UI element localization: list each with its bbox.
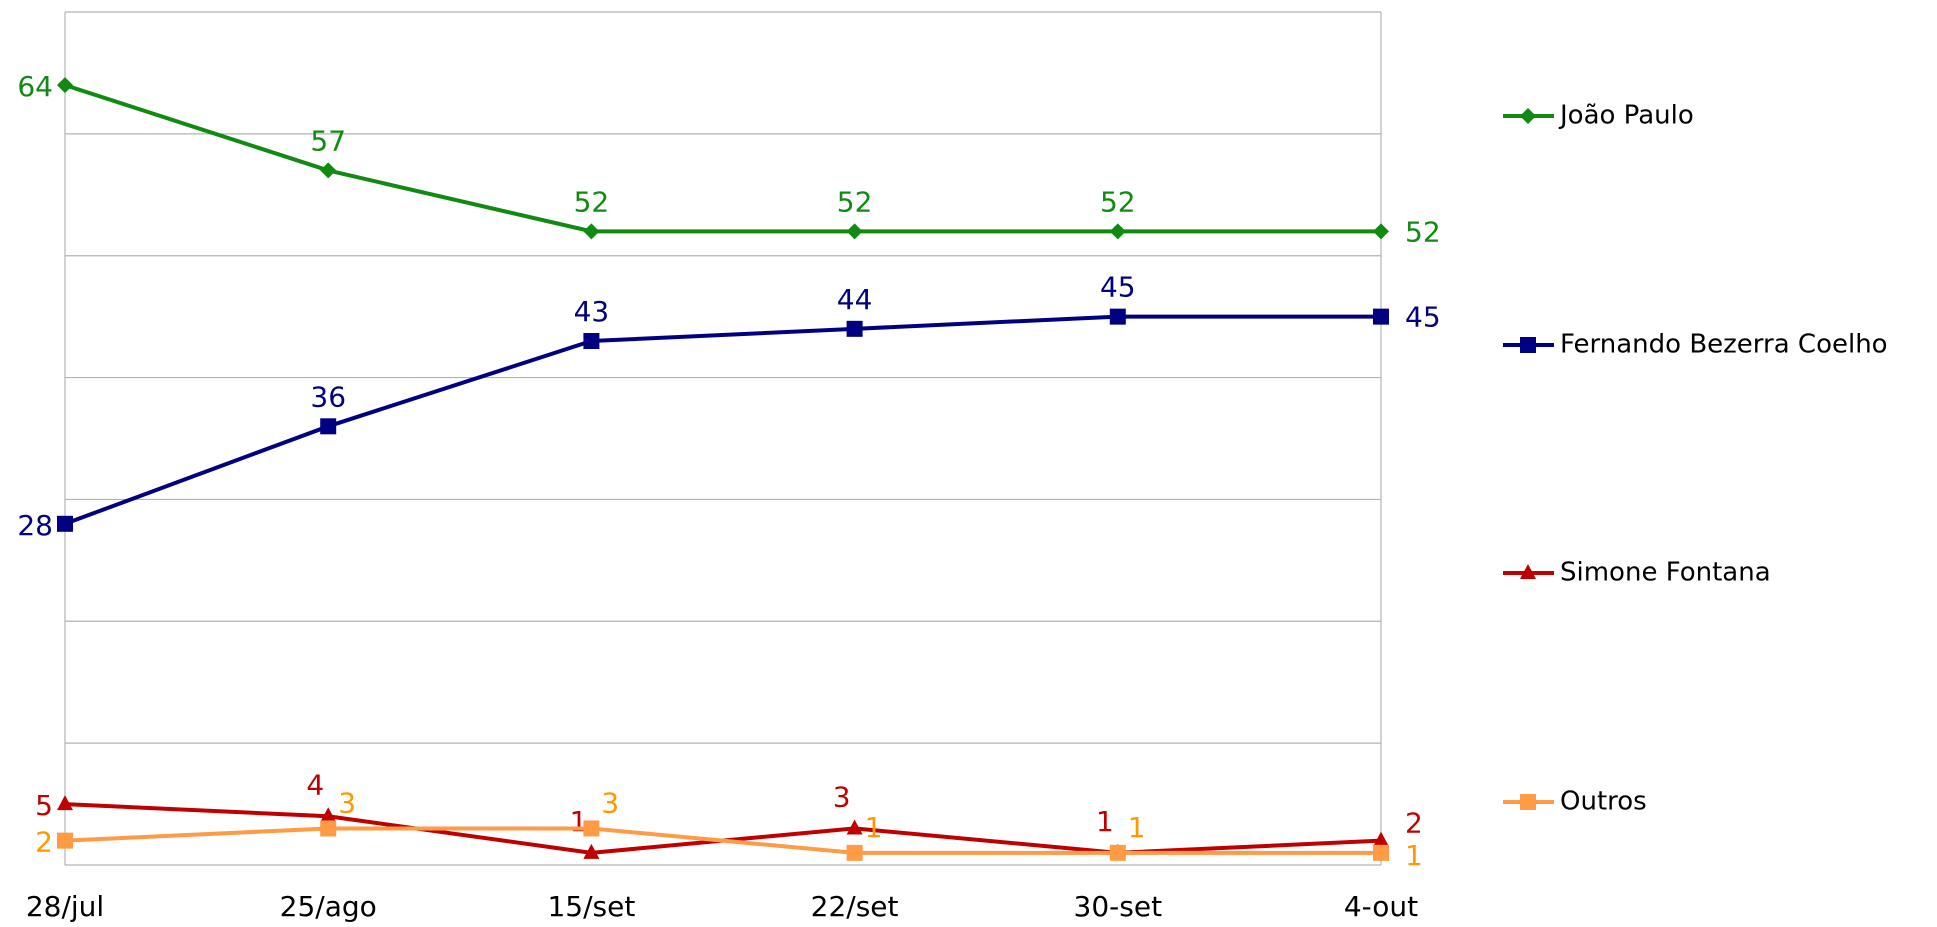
marker [320,820,337,837]
legend-label: Outros [1560,787,1647,817]
grid: 28/jul 25/ago 15/set 22/set 30-set 4-out [26,11,1418,923]
marker [583,333,600,350]
x-tick-label: 15/set [547,890,635,923]
data-label: 28 [17,509,53,542]
marker [57,832,73,849]
marker [1373,308,1389,325]
marker [846,320,863,337]
data-label: 2 [1405,807,1423,840]
x-tick-label: 25/ago [280,890,377,923]
marker [57,795,73,811]
x-tick-label: 30-set [1074,890,1163,923]
data-label: 45 [1405,301,1441,334]
marker [1109,223,1126,240]
marker [583,223,600,240]
data-label: 64 [17,70,53,103]
x-tick-label: 28/jul [26,890,104,923]
data-label: 3 [601,786,619,819]
legend-label: João Paulo [1558,101,1694,131]
data-label: 3 [833,780,851,813]
marker [1520,794,1536,810]
legend-label: Simone Fontana [1560,558,1771,588]
series-line [64,826,1381,855]
marker [846,819,863,835]
marker [1109,844,1126,861]
data-label: 52 [1100,185,1136,218]
data-label: 45 [1100,271,1136,304]
legend-label: Fernando Bezerra Coelho [1560,330,1888,360]
data-label: 1 [1128,811,1146,844]
data-label: 4 [306,768,324,801]
marker [583,820,600,837]
marker [846,844,863,861]
marker [1520,337,1536,353]
marker [320,807,337,823]
marker [846,223,863,240]
data-label: 1 [1096,805,1114,838]
marker [583,843,600,859]
data-label: 43 [574,295,610,328]
marker [57,515,73,532]
legend: João Paulo Fernando Bezerra Coelho Simone … [1503,101,1888,817]
marker [57,77,73,94]
data-label: 1 [865,811,883,844]
data-label: 3 [338,786,356,819]
series-line [64,802,1382,855]
marker [320,418,337,435]
series-line [64,83,1381,234]
data-label: 44 [837,283,873,316]
marker [1109,308,1126,325]
marker [1520,108,1536,124]
series-line [64,314,1381,526]
x-tick-label: 4-out [1344,890,1418,923]
data-label: 52 [837,185,873,218]
x-tick-label: 22/set [811,890,899,923]
data-label: 57 [310,124,346,157]
data-label: 1 [1405,839,1423,872]
marker [1373,844,1389,861]
marker [1373,831,1389,847]
data-label: 36 [310,380,346,413]
marker [1520,564,1536,579]
data-label: 52 [1405,215,1441,248]
data-label: 2 [35,826,53,859]
data-label: 52 [574,185,610,218]
marker [1373,223,1389,240]
marker [320,162,337,179]
data-label: 5 [35,789,53,822]
